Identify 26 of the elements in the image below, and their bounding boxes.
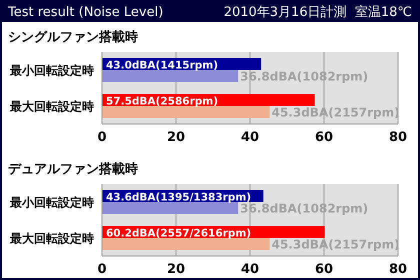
- x-tick-label: 80: [388, 130, 408, 146]
- y-tick-label: 最小回転設定時: [9, 63, 94, 78]
- data-label: 60.2dBA(2557/2616rpm): [106, 228, 252, 240]
- x-tick-label: 60: [314, 130, 334, 146]
- data-label: 57.5dBA(2586rpm): [106, 96, 218, 108]
- y-tick-label: 最小回転設定時: [9, 195, 94, 210]
- text: 2010年3月16日計測 室温18℃: [224, 4, 412, 21]
- bar: [102, 70, 238, 82]
- y-tick-label: 最大回転設定時: [9, 99, 94, 114]
- x-tick-label: 40: [240, 130, 260, 146]
- x-tick-label: 60: [314, 262, 334, 278]
- chart-title: Test result (Noise Level): [8, 4, 164, 20]
- bar: [102, 106, 270, 118]
- y-tick-label: 最大回転設定時: [9, 231, 94, 246]
- x-tick-label: 0: [97, 262, 107, 278]
- x-tick-label: 20: [166, 262, 186, 278]
- chart-subtitle: シングルファン搭載時: [7, 29, 139, 47]
- bar: [102, 238, 270, 250]
- data-label: 43.0dBA(1415rpm): [106, 60, 218, 72]
- chart-subtitle: デュアルファン搭載時: [7, 161, 139, 179]
- x-tick-label: 20: [166, 130, 186, 146]
- x-tick-label: 80: [388, 262, 408, 278]
- data-label: 43.6dBA(1395/1383rpm): [106, 192, 252, 204]
- x-tick-label: 0: [97, 130, 107, 146]
- x-tick-label: 40: [240, 262, 260, 278]
- bar: [102, 202, 238, 214]
